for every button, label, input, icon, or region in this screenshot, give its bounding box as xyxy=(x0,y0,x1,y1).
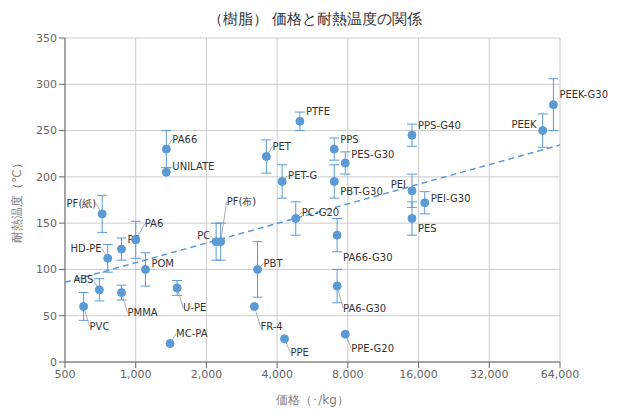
svg-text:1,000: 1,000 xyxy=(120,368,152,381)
svg-text:U-PE: U-PE xyxy=(183,302,206,313)
html-text:（樹脂） 価格と耐熱温度の関係: （樹脂） 価格と耐熱温度の関係 xyxy=(207,10,423,28)
svg-text:PF(紙): PF(紙) xyxy=(67,198,97,209)
svg-text:PC-G20: PC-G20 xyxy=(302,207,339,218)
svg-text:350: 350 xyxy=(36,32,57,45)
svg-text:PBT: PBT xyxy=(264,258,284,269)
svg-text:HD-PE: HD-PE xyxy=(71,243,102,254)
svg-text:PA66: PA66 xyxy=(172,134,197,145)
svg-text:300: 300 xyxy=(36,78,57,91)
svg-text:PF(布): PF(布) xyxy=(227,196,257,207)
svg-text:PBT-G30: PBT-G30 xyxy=(340,186,383,197)
svg-text:UNILATE: UNILATE xyxy=(172,161,214,172)
svg-text:16,000: 16,000 xyxy=(399,368,438,381)
svg-text:PEEK: PEEK xyxy=(511,119,537,130)
svg-text:4,000: 4,000 xyxy=(261,368,293,381)
svg-text:PA6: PA6 xyxy=(145,218,164,229)
svg-text:PEI: PEI xyxy=(391,179,406,190)
svg-text:PPS-G40: PPS-G40 xyxy=(418,120,461,131)
svg-text:PP: PP xyxy=(128,234,140,245)
svg-text:PA66-G30: PA66-G30 xyxy=(343,252,392,263)
svg-text:8,000: 8,000 xyxy=(332,368,364,381)
svg-text:PPS: PPS xyxy=(340,134,358,145)
svg-text:PPE: PPE xyxy=(291,347,309,358)
svg-text:PET-G: PET-G xyxy=(288,170,317,181)
svg-text:PMMA: PMMA xyxy=(128,307,158,318)
svg-text:200: 200 xyxy=(36,171,57,184)
svg-text:PEI-G30: PEI-G30 xyxy=(431,193,471,204)
svg-text:PC: PC xyxy=(197,230,210,241)
svg-text:PES-G30: PES-G30 xyxy=(351,149,394,160)
svg-text:2,000: 2,000 xyxy=(191,368,223,381)
svg-text:POM: POM xyxy=(151,258,174,269)
svg-text:150: 150 xyxy=(36,217,57,230)
svg-text:500: 500 xyxy=(55,368,76,381)
svg-text:50: 50 xyxy=(43,310,57,323)
svg-text:ABS: ABS xyxy=(73,274,93,285)
svg-text:PTFE: PTFE xyxy=(306,106,330,117)
svg-text:PES: PES xyxy=(418,223,437,234)
svg-text:0: 0 xyxy=(50,356,57,369)
svg-text:PVC: PVC xyxy=(90,321,110,332)
svg-text:250: 250 xyxy=(36,124,57,137)
svg-text:PEEK-G30: PEEK-G30 xyxy=(559,89,608,100)
svg-text:PA6-G30: PA6-G30 xyxy=(343,303,386,314)
svg-text:PPE-G20: PPE-G20 xyxy=(351,343,394,354)
svg-text:32,000: 32,000 xyxy=(470,368,509,381)
svg-text:MC-PA: MC-PA xyxy=(176,328,208,339)
svg-text:PET: PET xyxy=(272,141,291,152)
svg-text:100: 100 xyxy=(36,263,57,276)
svg-text:耐熱温度（℃）: 耐熱温度（℃） xyxy=(10,157,24,242)
svg-text:価格（･/kg）: 価格（･/kg） xyxy=(276,393,349,407)
svg-text:64,000: 64,000 xyxy=(541,368,580,381)
svg-text:FR-4: FR-4 xyxy=(260,321,282,332)
